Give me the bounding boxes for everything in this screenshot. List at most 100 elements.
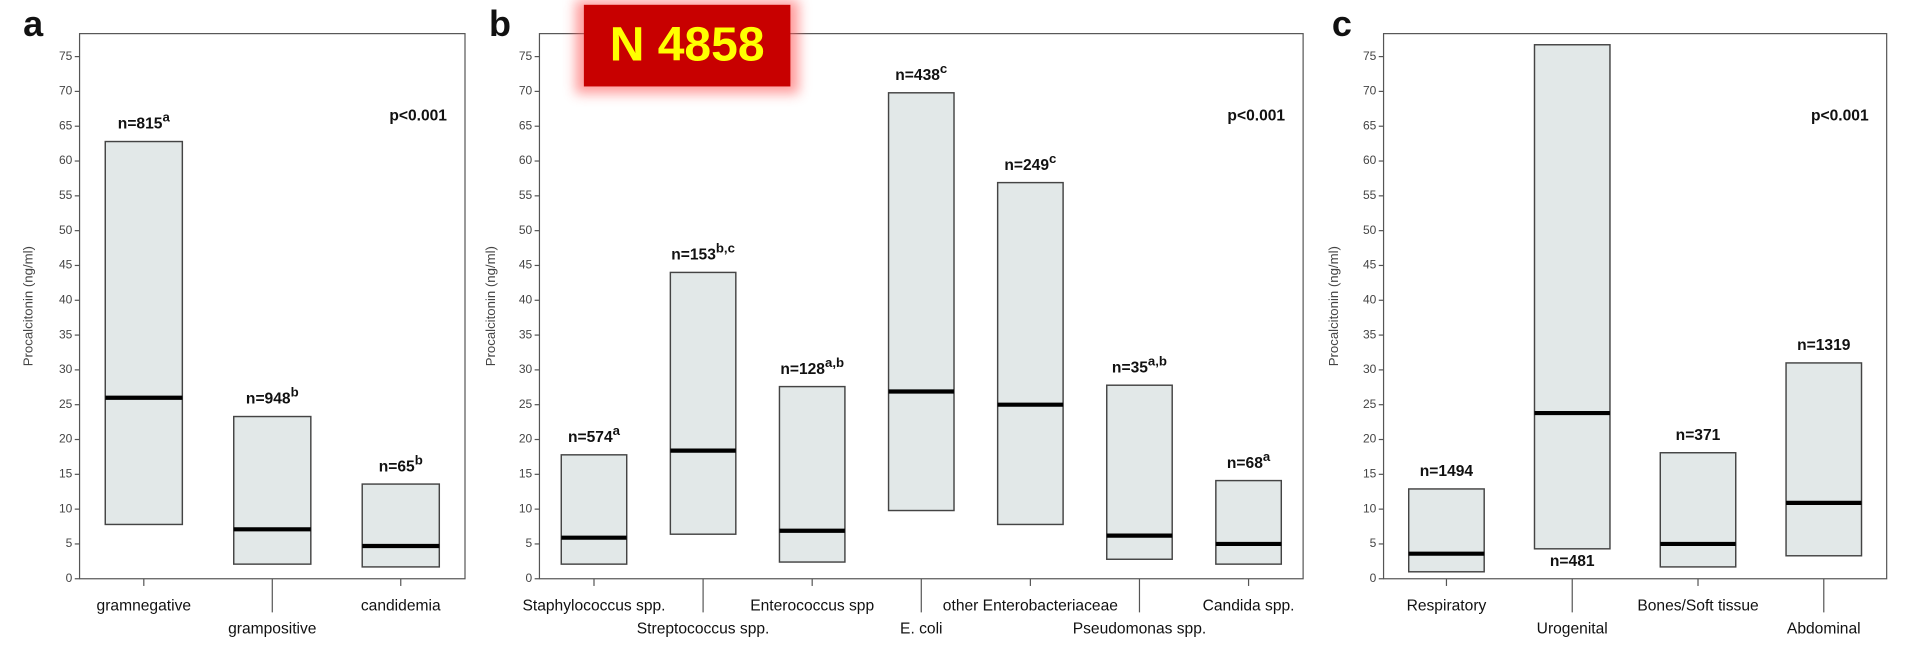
- y-tick-label: 40: [59, 292, 73, 306]
- n-superscript: b: [415, 453, 423, 468]
- n-label: n=65b: [379, 453, 423, 476]
- y-tick-label: 10: [59, 501, 73, 515]
- n-label: n=481: [1550, 553, 1595, 570]
- y-tick-label: 45: [1363, 258, 1377, 272]
- y-tick-label: 40: [519, 292, 533, 306]
- n-label: n=574a: [568, 423, 621, 446]
- y-tick-label: 30: [519, 362, 533, 376]
- y-tick-label: 65: [59, 118, 73, 132]
- n-superscript: a: [162, 110, 170, 125]
- y-tick-label: 0: [526, 571, 533, 585]
- n-label: n=1494: [1420, 463, 1474, 480]
- y-tick-label: 15: [1363, 466, 1377, 480]
- box: [1106, 384, 1173, 560]
- x-tick-label: Abdominal: [1787, 620, 1861, 637]
- n-label: n=815a: [118, 110, 171, 133]
- y-axis-label: Procalcitonin (ng/ml): [21, 246, 36, 366]
- y-tick-label: 35: [519, 327, 533, 341]
- y-tick-label: 70: [59, 84, 73, 98]
- y-tick-label: 45: [59, 258, 73, 272]
- y-tick-label: 55: [519, 188, 533, 202]
- n-label: n=68a: [1227, 449, 1271, 472]
- box: [1533, 44, 1611, 550]
- y-tick-label: 25: [59, 397, 73, 411]
- panel-label: c: [1332, 3, 1352, 44]
- panel-label: b: [489, 3, 511, 44]
- y-axis-label: Procalcitonin (ng/ml): [1326, 246, 1341, 366]
- n-label: n=35a,b: [1112, 354, 1167, 377]
- x-tick-label: gramnegative: [97, 597, 191, 614]
- n-label-text: n=1319: [1797, 337, 1851, 354]
- box: [1215, 479, 1283, 565]
- box: [669, 271, 737, 535]
- y-tick-label: 30: [59, 362, 73, 376]
- x-tick-label: Enterococcus spp: [750, 597, 874, 614]
- n-label: n=249c: [1004, 151, 1056, 174]
- n-label: n=371: [1676, 427, 1721, 444]
- y-tick-label: 70: [1363, 84, 1377, 98]
- n-label-text: n=128: [780, 361, 825, 378]
- n-superscript: b,c: [716, 241, 735, 256]
- plot-frame: [1382, 33, 1888, 580]
- y-tick-label: 50: [59, 223, 73, 237]
- n-label-text: n=65: [379, 458, 415, 475]
- y-tick-label: 0: [1370, 571, 1377, 585]
- box: [233, 415, 312, 565]
- n-superscript: c: [940, 61, 947, 76]
- x-tick-label: grampositive: [228, 620, 316, 637]
- y-tick-label: 60: [1363, 153, 1377, 167]
- x-tick-label: Respiratory: [1407, 597, 1487, 614]
- y-tick-label: 5: [1370, 536, 1377, 550]
- box: [104, 140, 184, 526]
- n-superscript: a: [1263, 449, 1271, 464]
- y-tick-label: 25: [519, 397, 533, 411]
- y-tick-label: 15: [519, 466, 533, 480]
- n-label-text: n=371: [1676, 427, 1721, 444]
- x-tick-label: candidemia: [361, 597, 441, 614]
- y-tick-label: 60: [59, 153, 73, 167]
- y-tick-label: 55: [1363, 188, 1377, 202]
- box: [778, 385, 846, 563]
- n-label-text: n=68: [1227, 455, 1263, 472]
- box: [1407, 488, 1485, 573]
- y-axis-label: Procalcitonin (ng/ml): [483, 246, 498, 366]
- n-superscript: a,b: [825, 355, 844, 370]
- y-tick-label: 60: [519, 153, 533, 167]
- y-tick-label: 55: [59, 188, 73, 202]
- box: [560, 454, 628, 565]
- n-label-text: n=574: [568, 429, 613, 446]
- box: [996, 181, 1064, 526]
- panel-label: a: [23, 3, 44, 44]
- y-tick-label: 45: [519, 258, 533, 272]
- annotation: p<0.001: [1227, 108, 1285, 125]
- annotation: p<0.001: [389, 108, 447, 125]
- x-tick-label: E. coli: [900, 620, 942, 637]
- n-label-text: n=481: [1550, 553, 1595, 570]
- n-label: n=948b: [246, 385, 299, 408]
- y-tick-label: 50: [519, 223, 533, 237]
- n-label-text: n=249: [1004, 157, 1049, 174]
- y-tick-label: 35: [59, 327, 73, 341]
- n-label-text: n=1494: [1420, 463, 1474, 480]
- n-label-text: n=438: [895, 67, 940, 84]
- y-tick-label: 75: [59, 49, 73, 63]
- y-tick-label: 50: [1363, 223, 1377, 237]
- badge-box: [583, 4, 791, 87]
- box: [1659, 452, 1737, 568]
- x-tick-label: other Enterobacteriaceae: [943, 597, 1118, 614]
- n-label-text: n=948: [246, 391, 291, 408]
- annotation: p<0.001: [1811, 108, 1869, 125]
- y-tick-label: 70: [519, 84, 533, 98]
- x-tick-label: Urogenital: [1537, 620, 1608, 637]
- n-superscript: b: [291, 385, 299, 400]
- n-label-text: n=153: [671, 247, 716, 264]
- y-tick-label: 10: [1363, 501, 1377, 515]
- n-label-text: n=35: [1112, 360, 1148, 377]
- badge: N 4858: [575, 0, 799, 94]
- y-tick-label: 75: [1363, 49, 1377, 63]
- y-tick-label: 65: [1363, 118, 1377, 132]
- y-tick-label: 20: [519, 432, 533, 446]
- x-tick-label: Streptococcus spp.: [637, 620, 770, 637]
